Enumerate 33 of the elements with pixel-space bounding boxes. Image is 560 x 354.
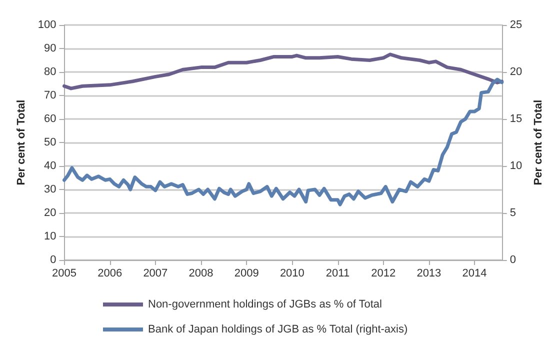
legend-label: Non-government holdings of JGBs as % of Total bbox=[148, 298, 382, 310]
line-series bbox=[62, 78, 504, 206]
x-tick-label: 2014 bbox=[462, 268, 487, 280]
x-tick-label: 2010 bbox=[280, 268, 304, 280]
x-tick-label: 2008 bbox=[188, 268, 214, 280]
x-tick-label: 2006 bbox=[98, 268, 122, 280]
y-tick-label: 20 bbox=[44, 207, 56, 219]
y-axis-title: Per cent of Total bbox=[16, 100, 28, 186]
y-tick-label: 90 bbox=[44, 42, 56, 54]
y-tick-label: 30 bbox=[44, 184, 56, 196]
line-series bbox=[62, 52, 504, 90]
y-tick-label: 50 bbox=[44, 136, 56, 148]
y-tick-label: 10 bbox=[44, 230, 56, 242]
y2-tick-label: 25 bbox=[510, 19, 522, 31]
legend-label: Bank of Japan holdings of JGB as % Total (right-axis) bbox=[148, 324, 408, 336]
y-tick-label: 100 bbox=[38, 19, 56, 31]
y2-tick-label: 10 bbox=[510, 160, 522, 172]
y-tick-label: 70 bbox=[44, 90, 56, 102]
x-tick-label: 2009 bbox=[234, 268, 259, 280]
x-tick-label: 2011 bbox=[326, 268, 350, 280]
y-tick-label: 40 bbox=[44, 160, 56, 172]
y-tick-label: 0 bbox=[50, 254, 56, 266]
y-tick-label: 80 bbox=[44, 66, 56, 78]
y2-axis-title: Per cent of Total bbox=[532, 100, 544, 186]
y-tick-label: 60 bbox=[44, 113, 56, 125]
x-tick-label: 2013 bbox=[416, 268, 442, 280]
y2-tick-label: 15 bbox=[510, 113, 522, 125]
x-tick-label: 2005 bbox=[52, 268, 76, 280]
y2-tick-label: 0 bbox=[510, 254, 516, 266]
y2-tick-label: 20 bbox=[510, 66, 522, 78]
x-tick-label: 2007 bbox=[143, 268, 168, 280]
y2-tick-label: 5 bbox=[510, 207, 516, 219]
x-tick-label: 2012 bbox=[371, 268, 396, 280]
